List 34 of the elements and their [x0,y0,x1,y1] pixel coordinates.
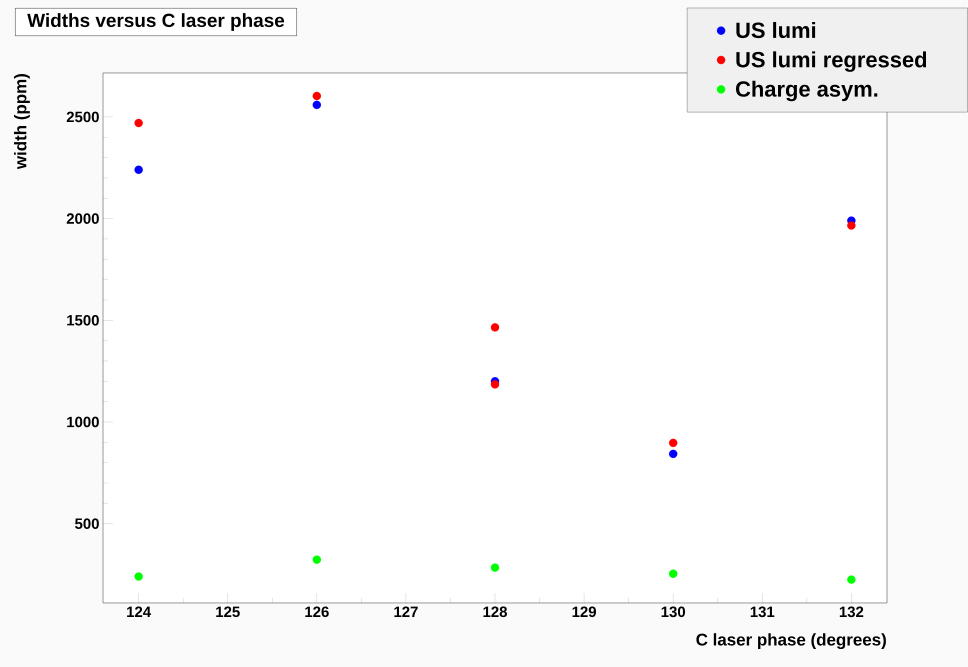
chart-title: Widths versus C laser phase [27,13,284,31]
point [134,572,143,581]
x-tick-label: 130 [662,606,686,618]
y-tick-label: 500 [75,518,99,529]
legend-label: Charge asym. [736,80,878,102]
y-axis-title: width (ppm) [14,74,30,170]
point [847,575,856,584]
x-axis-title: C laser phase (degrees) [696,633,886,650]
legend-label: US lumi [736,22,816,38]
point [668,450,678,458]
point [490,323,500,332]
point [668,438,678,448]
point [847,221,856,230]
x-tick-label: 131 [750,606,774,618]
x-tick-label: 127 [394,606,418,617]
x-tick-label: 124 [127,606,152,617]
y-tick-label: 1000 [67,416,99,428]
point [490,380,500,389]
x-tick-label: 126 [305,606,329,618]
y-tick-label: 2000 [66,213,99,224]
point [312,100,322,110]
point [134,118,143,128]
point [134,166,143,174]
point [490,563,500,572]
y-tick-label: 1500 [67,314,99,326]
x-tick-label: 128 [483,606,507,618]
point [668,570,678,578]
y-tick-label: 2500 [66,112,99,122]
point [312,92,322,100]
x-tick-label: 125 [216,606,240,618]
x-tick-label: 129 [572,606,596,618]
legend-label: US lumi regressed [736,51,926,72]
x-tick-label: 132 [840,606,864,618]
point [312,555,322,564]
